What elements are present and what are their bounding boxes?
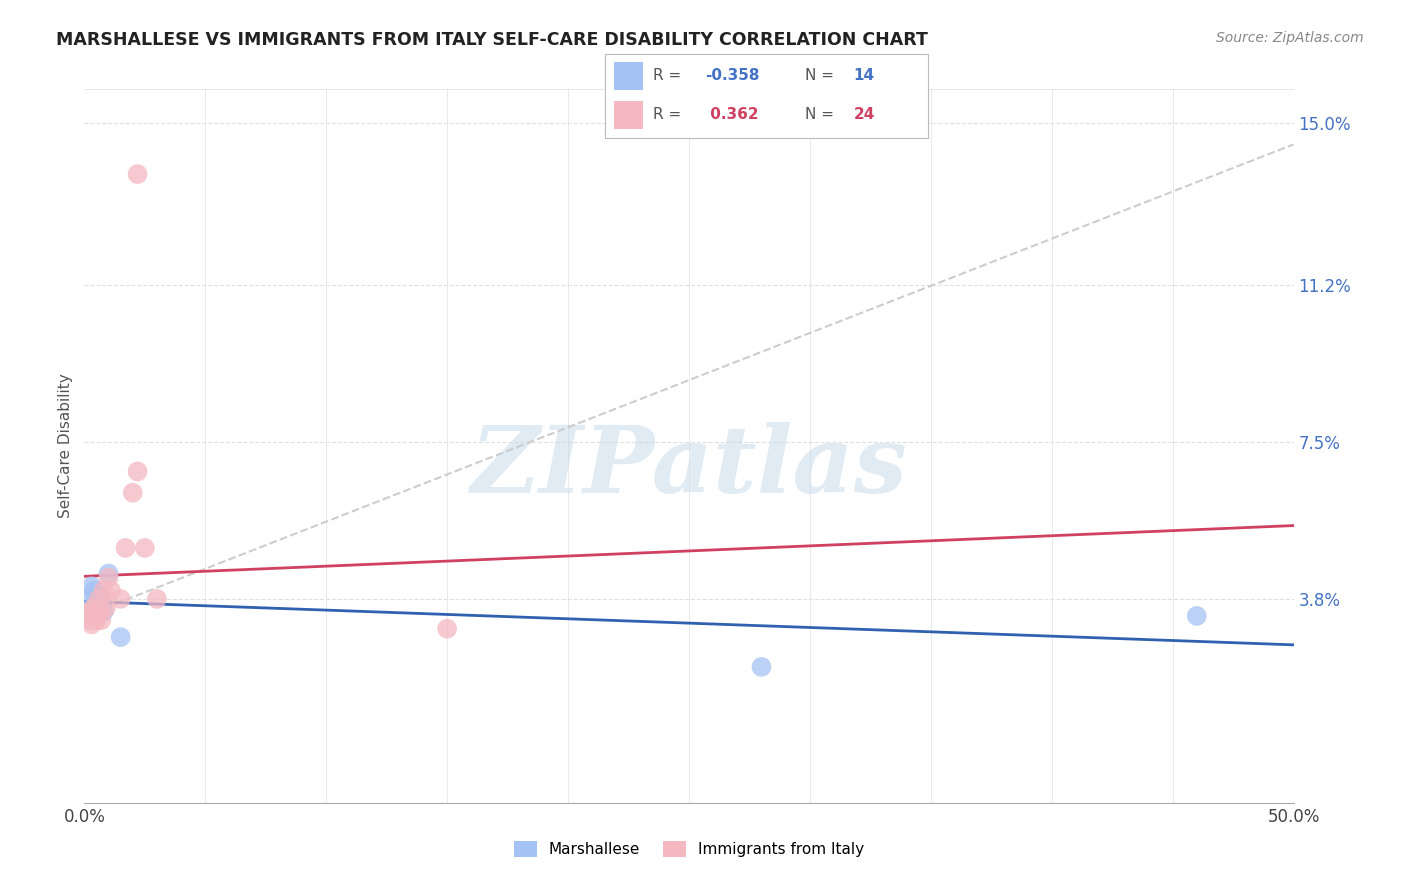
Point <box>127 465 149 479</box>
Point <box>87 600 110 615</box>
Text: ZIPatlas: ZIPatlas <box>471 423 907 512</box>
Point <box>83 600 105 615</box>
Point <box>90 613 112 627</box>
Point <box>121 485 143 500</box>
Point <box>83 583 105 598</box>
Point <box>127 167 149 181</box>
Point <box>77 613 100 627</box>
Point <box>87 596 110 610</box>
Point <box>1185 608 1208 623</box>
Legend: Marshallese, Immigrants from Italy: Marshallese, Immigrants from Italy <box>508 835 870 863</box>
Point <box>436 622 458 636</box>
Point <box>93 605 115 619</box>
Point <box>87 591 110 606</box>
Point <box>90 591 112 606</box>
Point <box>83 608 105 623</box>
Point <box>76 591 98 606</box>
Point <box>86 591 108 606</box>
Point <box>94 600 117 615</box>
Point <box>97 571 120 585</box>
Point <box>90 600 112 615</box>
Point <box>93 583 115 598</box>
Point <box>110 630 132 644</box>
Text: -0.358: -0.358 <box>704 69 759 84</box>
Text: 0.362: 0.362 <box>704 107 758 121</box>
Text: N =: N = <box>806 107 839 121</box>
Point <box>80 579 103 593</box>
Point <box>86 600 108 615</box>
Point <box>86 613 108 627</box>
Text: R =: R = <box>652 107 692 121</box>
Point <box>146 591 169 606</box>
Point <box>751 660 773 674</box>
FancyBboxPatch shape <box>614 101 644 129</box>
FancyBboxPatch shape <box>614 62 644 90</box>
Point <box>114 541 136 555</box>
Text: 14: 14 <box>853 69 875 84</box>
Point <box>97 566 120 581</box>
Point <box>110 591 132 606</box>
Text: 24: 24 <box>853 107 875 121</box>
Text: R =: R = <box>652 69 686 84</box>
Point <box>87 588 110 602</box>
Point <box>86 605 108 619</box>
Y-axis label: Self-Care Disability: Self-Care Disability <box>58 374 73 518</box>
Point <box>134 541 156 555</box>
Point <box>77 605 100 619</box>
Text: N =: N = <box>806 69 839 84</box>
Point <box>90 605 112 619</box>
Point <box>100 583 122 598</box>
Point <box>76 608 98 623</box>
Text: MARSHALLESE VS IMMIGRANTS FROM ITALY SELF-CARE DISABILITY CORRELATION CHART: MARSHALLESE VS IMMIGRANTS FROM ITALY SEL… <box>56 31 928 49</box>
Text: Source: ZipAtlas.com: Source: ZipAtlas.com <box>1216 31 1364 45</box>
Point <box>80 617 103 632</box>
